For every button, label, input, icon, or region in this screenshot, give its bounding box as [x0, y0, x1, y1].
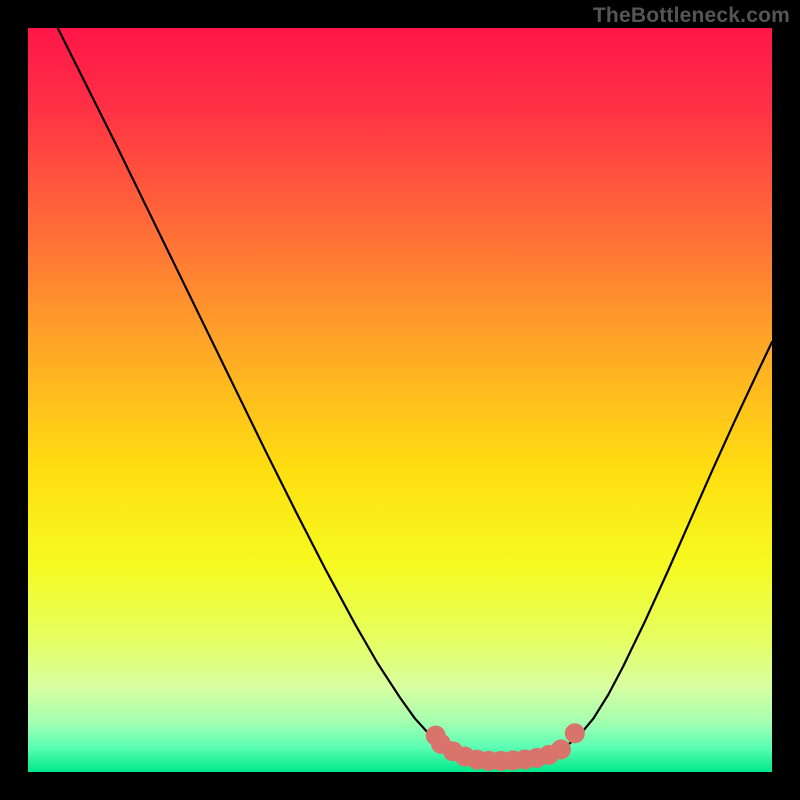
chart-frame: TheBottleneck.com [0, 0, 800, 800]
plot-background [28, 28, 772, 772]
bottleneck-chart [0, 0, 800, 800]
